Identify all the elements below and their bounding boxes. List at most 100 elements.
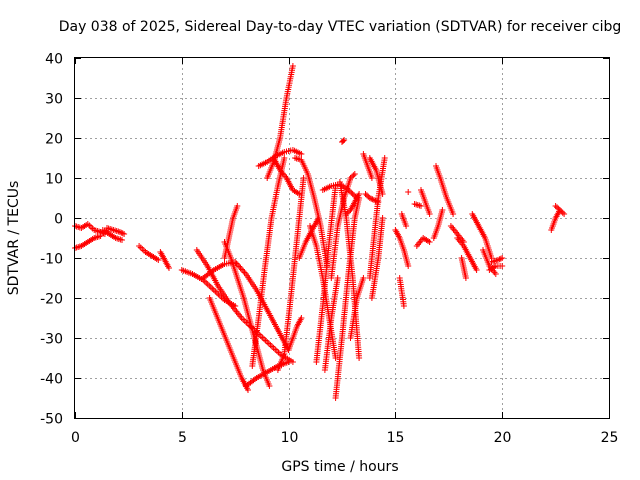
data-point-markers [454,235,480,273]
data-point-markers [200,259,292,353]
series-s39 [398,211,410,229]
data-point-markers [411,201,424,209]
data-point-markers [469,211,495,261]
plot-frame [74,57,610,419]
data-point-markers [157,249,172,271]
data-point-markers [405,189,412,195]
data-point-markers [321,275,341,373]
series-s03 [99,227,125,243]
y-tick-label: 20 [45,132,63,148]
grid [75,58,609,418]
series-s49 [469,211,495,261]
series-s38 [396,275,407,309]
series-s09 [200,259,292,353]
data-point-markers [366,155,386,197]
y-tick-label: -20 [40,292,63,308]
series-s45 [433,163,457,217]
series-s54 [552,203,568,217]
data-point-markers [447,223,467,245]
series-s46 [447,223,467,245]
y-tick-label: -30 [40,332,63,348]
series-s42 [413,235,433,249]
x-tick-label: 20 [494,430,512,446]
data-point-markers [206,295,251,393]
series-s17 [274,175,307,373]
y-tick-label: -50 [40,412,63,428]
data-point-markers [347,275,367,341]
series-s01 [72,233,104,251]
data-point-markers [392,227,412,269]
series-s51 [488,255,506,265]
series-s37 [392,227,412,269]
y-tick-label: 10 [45,172,63,188]
series-s20 [292,155,330,269]
data-point-markers [458,255,469,281]
series-s36 [366,155,386,197]
series-s13 [221,203,241,261]
data-point-markers [430,207,446,241]
data-point-markers [418,187,433,217]
x-tick-label: 10 [281,430,299,446]
series-s23 [313,183,339,365]
data-point-markers [274,175,307,373]
axis-ticks: 0 5 10 15 20 25 -50 -40 -30 -20 -10 0 10 20 30 40 [40,52,618,447]
x-tick-label: 0 [71,430,80,446]
series-s19 [285,315,305,353]
chart-title: Day 038 of 2025, Sidereal Day-to-day VTE… [59,19,622,35]
series-s33 [362,191,382,205]
data-point-markers [413,235,433,249]
y-tick-label: 30 [45,92,63,108]
series-s31 [343,191,363,217]
data-point-markers [488,255,506,265]
data-points [72,63,568,401]
series-s18 [270,155,303,197]
series-s35 [368,215,386,301]
data-point-markers [433,163,457,217]
series-s05 [136,243,162,263]
data-point-markers [343,191,363,217]
data-point-markers [368,215,386,301]
series-s44 [430,207,446,241]
data-point-markers [270,155,303,197]
data-point-markers [362,191,382,205]
data-point-markers [221,239,273,389]
data-point-markers [99,227,125,243]
series-s47 [454,235,480,273]
x-axis-label: GPS time / hours [281,459,398,475]
series-s41 [411,201,424,209]
series-s40 [405,189,412,195]
y-tick-label: 40 [45,52,63,68]
data-point-markers [72,233,104,251]
series-s52 [486,263,506,273]
data-point-markers [396,275,407,309]
series-s43 [418,187,433,217]
y-axis-label: SDTVAR / TECUs [6,181,22,296]
series-s29 [347,275,367,341]
series-s25 [321,275,341,373]
y-tick-label: 0 [54,212,63,228]
series-s06 [157,249,172,271]
data-point-markers [313,183,339,365]
y-tick-label: -10 [40,252,63,268]
data-point-markers [486,263,506,273]
x-tick-label: 5 [178,430,187,446]
series-s14 [249,155,288,369]
data-point-markers [285,315,305,353]
series-s04 [104,225,128,237]
data-point-markers [339,137,348,145]
data-point-markers [136,243,162,263]
data-point-markers [360,151,375,181]
series-s30 [339,137,348,145]
series-s10 [206,295,251,393]
x-tick-label: 25 [601,430,619,446]
data-point-markers [398,211,410,229]
data-point-markers [552,203,568,217]
data-point-markers [292,155,330,269]
x-tick-label: 15 [387,430,405,446]
series-s32 [360,151,375,181]
data-point-markers [104,225,128,237]
data-point-markers [249,155,288,369]
y-tick-label: -40 [40,372,63,388]
series-s11 [221,239,273,389]
